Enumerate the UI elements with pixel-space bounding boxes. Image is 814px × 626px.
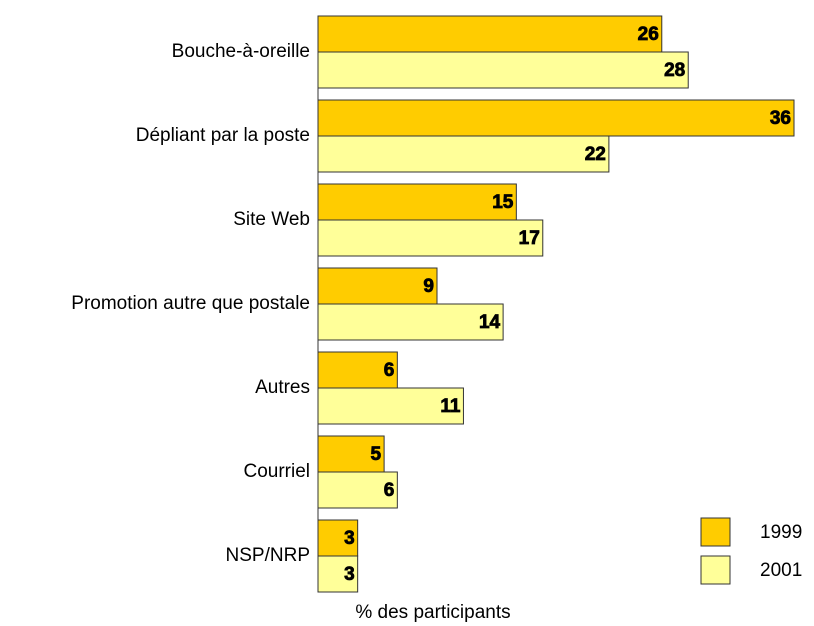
bar (317, 51, 689, 89)
data-label: 11 (440, 396, 461, 417)
data-label: 28 (664, 60, 685, 81)
bar (317, 351, 398, 389)
bar (317, 183, 517, 221)
bar (317, 267, 438, 305)
bar (317, 303, 504, 341)
data-label: 22 (585, 144, 606, 165)
y-tick-label: Site Web (233, 209, 310, 230)
data-label: 3 (344, 528, 355, 549)
y-tick-label: Autres (255, 377, 310, 398)
data-label: 5 (371, 444, 382, 465)
data-label: 6 (384, 480, 395, 501)
data-label: 15 (492, 192, 514, 213)
x-axis-label: % des participants (355, 602, 510, 623)
bar (317, 387, 464, 425)
data-label: 3 (344, 564, 355, 585)
legend-label: 2001 (760, 560, 802, 581)
y-tick-label: Promotion autre que postale (71, 293, 310, 314)
bar (317, 219, 544, 257)
data-label: 36 (770, 108, 791, 129)
legend-swatch (700, 517, 731, 547)
y-tick-label: Bouche-à-oreille (172, 41, 310, 62)
bar (317, 15, 663, 53)
legend-label: 1999 (760, 522, 802, 543)
data-label: 17 (519, 228, 540, 249)
data-label: 6 (384, 360, 395, 381)
data-label: 26 (638, 24, 659, 45)
data-label: 14 (479, 312, 501, 333)
y-tick-label: Dépliant par la poste (136, 125, 310, 146)
bar (317, 135, 610, 173)
y-tick-label: Courriel (243, 461, 310, 482)
bar (317, 471, 398, 509)
y-tick-label: NSP/NRP (226, 545, 310, 566)
bar (317, 435, 385, 473)
legend-swatch (700, 555, 731, 585)
bar (317, 99, 795, 137)
data-label: 9 (423, 276, 434, 297)
